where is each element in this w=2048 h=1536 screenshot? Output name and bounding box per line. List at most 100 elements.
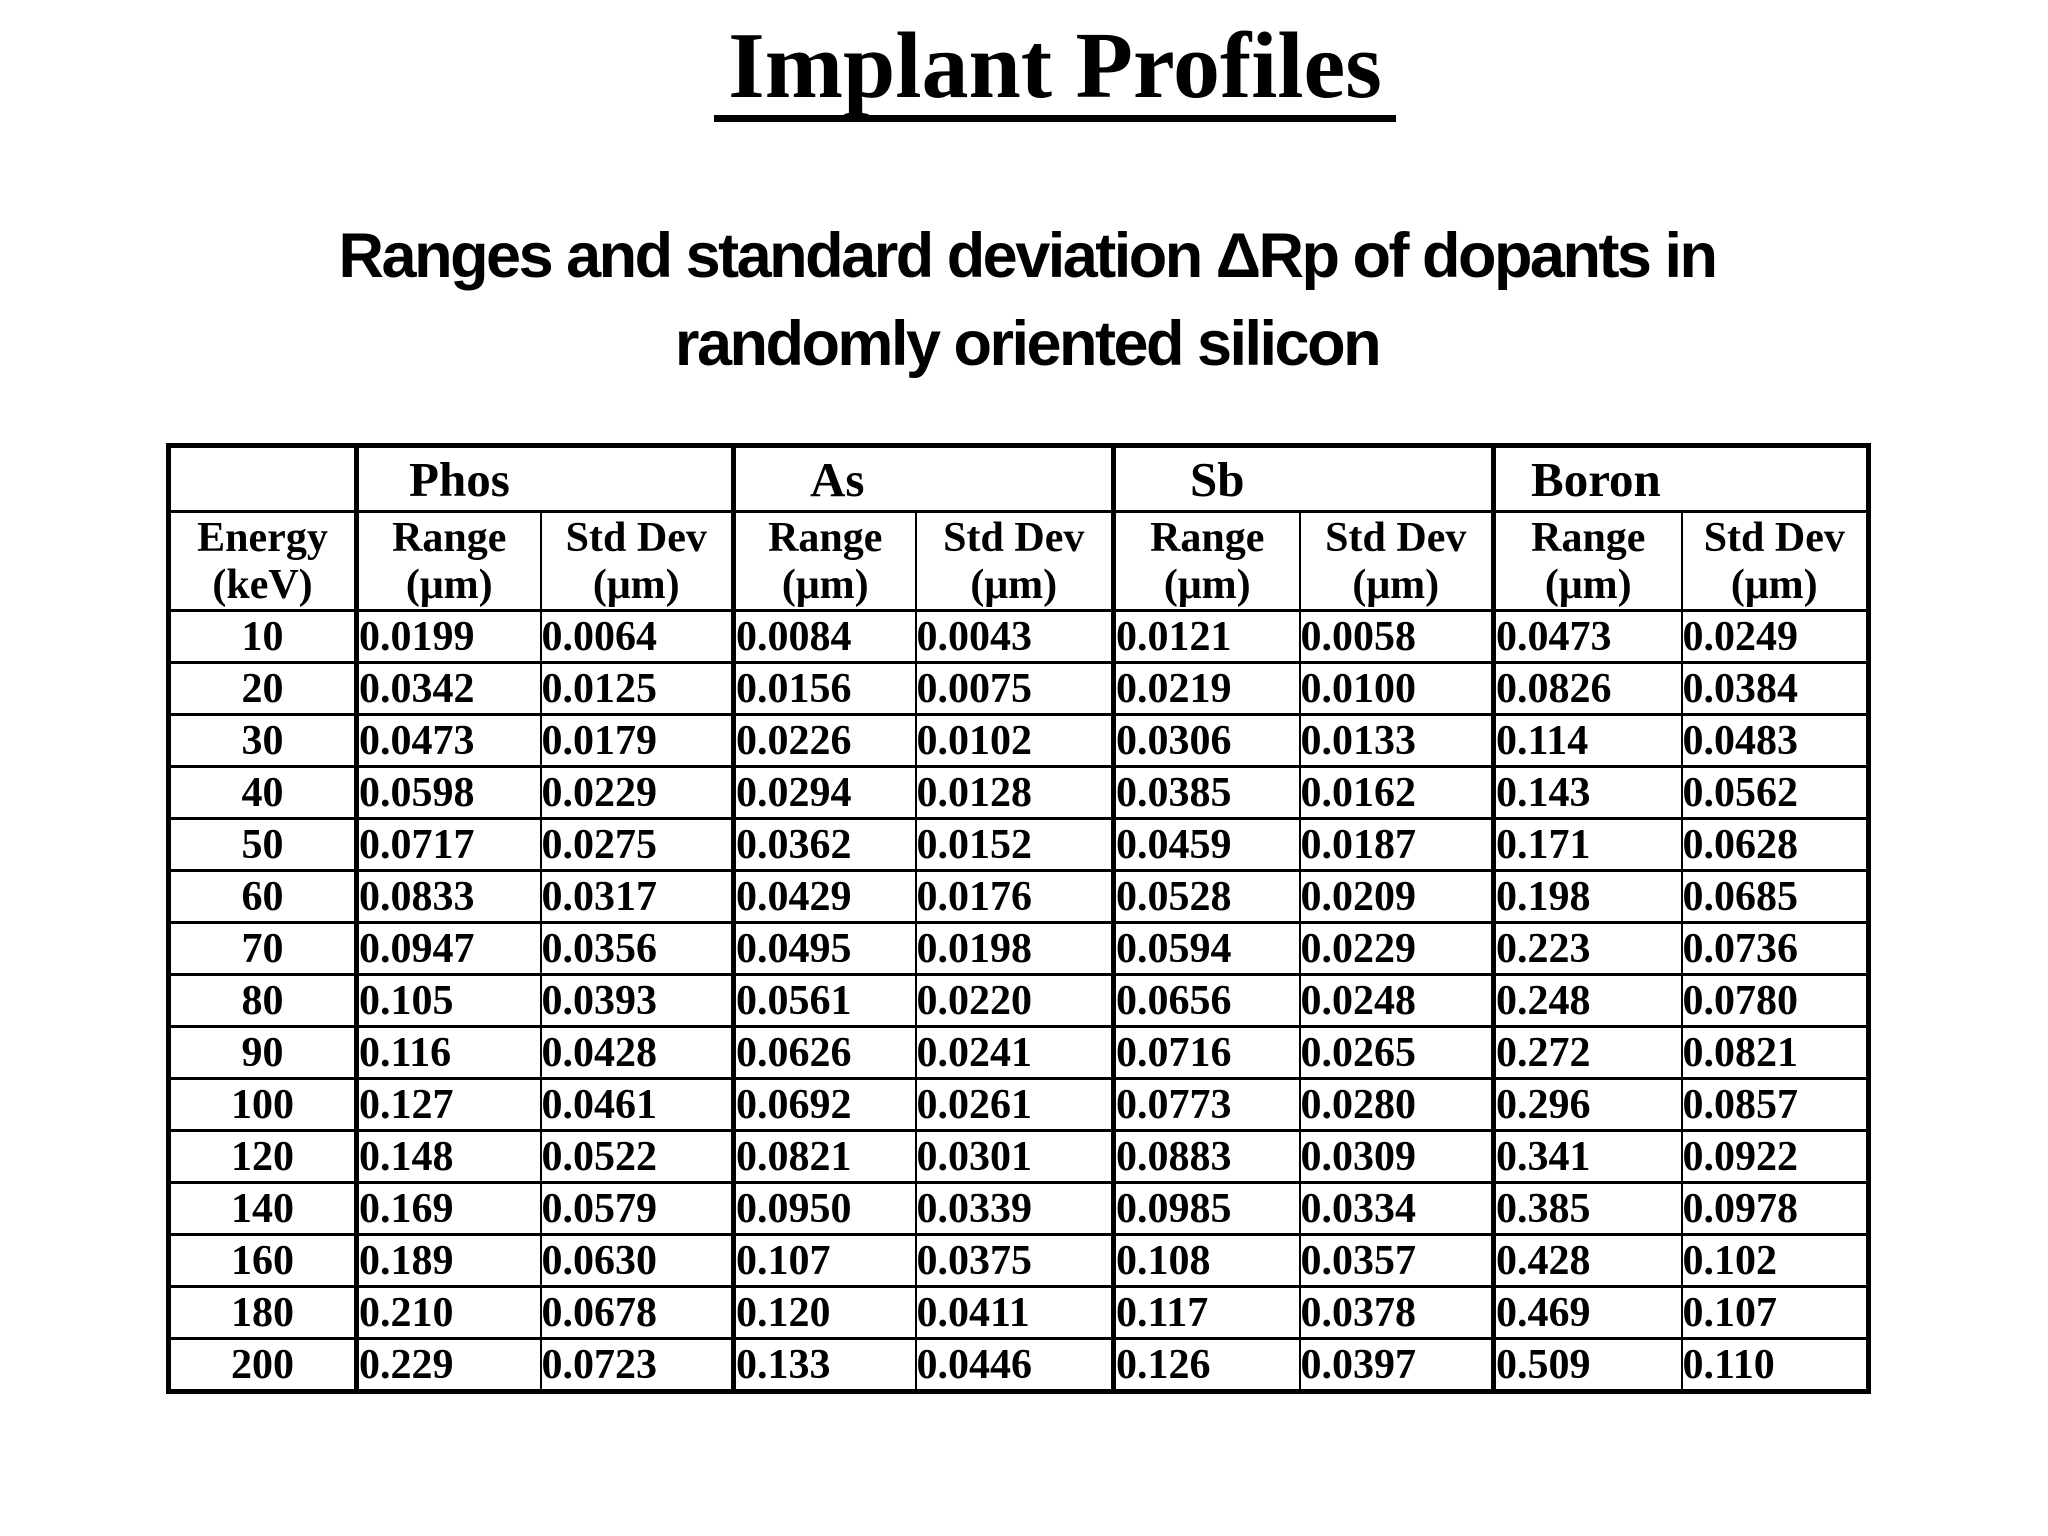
value-cell: 0.0229 <box>1298 921 1497 976</box>
value-cell: 0.0773 <box>1112 1077 1301 1132</box>
value-cell: 0.0429 <box>732 869 917 924</box>
value-cell: 0.0562 <box>1680 765 1870 820</box>
value-cell: 0.0821 <box>1680 1025 1870 1080</box>
value-cell: 0.0342 <box>355 661 542 716</box>
value-cell: 0.0473 <box>355 713 542 768</box>
column-header-sb-std: Std Dev (μm) <box>1298 510 1497 612</box>
value-cell: 0.0459 <box>1112 817 1301 872</box>
value-cell: 0.0226 <box>732 713 917 768</box>
value-cell: 0.198 <box>1492 869 1683 924</box>
energy-cell: 90 <box>167 1025 359 1080</box>
value-cell: 0.0043 <box>914 609 1117 664</box>
group-label-boron: Boron <box>1531 451 1661 507</box>
value-cell: 0.296 <box>1492 1077 1683 1132</box>
value-cell: 0.248 <box>1492 973 1683 1028</box>
value-cell: 0.0736 <box>1680 921 1870 976</box>
energy-cell: 10 <box>167 609 359 664</box>
value-cell: 0.0248 <box>1298 973 1497 1028</box>
table-row: 30 0.0473 0.0179 0.0226 0.0102 0.0306 0.0133 0.… <box>167 713 1870 768</box>
subtitle-line-1: Ranges and standard deviation ΔRp of dop… <box>338 221 1718 291</box>
value-cell: 0.0176 <box>914 869 1117 924</box>
value-cell: 0.0265 <box>1298 1025 1497 1080</box>
value-cell: 0.0102 <box>914 713 1117 768</box>
value-cell: 0.0339 <box>914 1181 1117 1236</box>
value-cell: 0.210 <box>355 1285 542 1340</box>
value-cell: 0.0716 <box>1112 1025 1301 1080</box>
value-cell: 0.0922 <box>1680 1129 1870 1184</box>
value-cell: 0.102 <box>1680 1233 1870 1288</box>
value-cell: 0.189 <box>355 1233 542 1288</box>
value-cell: 0.0280 <box>1298 1077 1497 1132</box>
value-cell: 0.107 <box>732 1233 917 1288</box>
group-label-sb: Sb <box>1190 451 1245 507</box>
value-cell: 0.0133 <box>1298 713 1497 768</box>
subtitle-line-2: randomly oriented silicon <box>674 309 1382 379</box>
column-header-boron-std: Std Dev (μm) <box>1680 510 1870 612</box>
value-cell: 0.110 <box>1680 1337 1870 1393</box>
value-cell: 0.223 <box>1492 921 1683 976</box>
value-cell: 0.0723 <box>539 1337 737 1393</box>
value-cell: 0.0594 <box>1112 921 1301 976</box>
value-cell: 0.0241 <box>914 1025 1117 1080</box>
energy-cell: 180 <box>167 1285 359 1340</box>
value-cell: 0.0883 <box>1112 1129 1301 1184</box>
value-cell: 0.509 <box>1492 1337 1683 1393</box>
value-cell: 0.272 <box>1492 1025 1683 1080</box>
value-cell: 0.114 <box>1492 713 1683 768</box>
page-title: Implant Profiles <box>62 12 2048 122</box>
column-header-boron-range: Range (μm) <box>1492 510 1683 612</box>
value-cell: 0.0294 <box>732 765 917 820</box>
value-cell: 0.0833 <box>355 869 542 924</box>
value-cell: 0.0692 <box>732 1077 917 1132</box>
table-row: 90 0.116 0.0428 0.0626 0.0241 0.0716 0.0265 0.2… <box>167 1025 1870 1080</box>
value-cell: 0.0128 <box>914 765 1117 820</box>
value-cell: 0.0317 <box>539 869 737 924</box>
energy-cell: 20 <box>167 661 359 716</box>
energy-cell: 80 <box>167 973 359 1028</box>
value-cell: 0.148 <box>355 1129 542 1184</box>
value-cell: 0.0075 <box>914 661 1117 716</box>
table-row: 140 0.169 0.0579 0.0950 0.0339 0.0985 0.0334 0.… <box>167 1181 1870 1236</box>
value-cell: 0.143 <box>1492 765 1683 820</box>
value-cell: 0.0220 <box>914 973 1117 1028</box>
value-cell: 0.0198 <box>914 921 1117 976</box>
value-cell: 0.0384 <box>1680 661 1870 716</box>
value-cell: 0.0628 <box>1680 817 1870 872</box>
value-cell: 0.0678 <box>539 1285 737 1340</box>
group-header-as: As <box>732 444 1117 513</box>
table-row: 160 0.189 0.0630 0.107 0.0375 0.108 0.0357 0.42… <box>167 1233 1870 1288</box>
value-cell: 0.0978 <box>1680 1181 1870 1236</box>
column-header-phos-std: Std Dev (μm) <box>539 510 737 612</box>
value-cell: 0.0121 <box>1112 609 1301 664</box>
value-cell: 0.0950 <box>732 1181 917 1236</box>
value-cell: 0.0100 <box>1298 661 1497 716</box>
value-cell: 0.0528 <box>1112 869 1301 924</box>
value-cell: 0.385 <box>1492 1181 1683 1236</box>
value-cell: 0.0826 <box>1492 661 1683 716</box>
value-cell: 0.0857 <box>1680 1077 1870 1132</box>
value-cell: 0.0579 <box>539 1181 737 1236</box>
value-cell: 0.428 <box>1492 1233 1683 1288</box>
value-cell: 0.229 <box>355 1337 542 1393</box>
group-label-as: As <box>810 451 865 507</box>
value-cell: 0.133 <box>732 1337 917 1393</box>
value-cell: 0.0630 <box>539 1233 737 1288</box>
table-row: 80 0.105 0.0393 0.0561 0.0220 0.0656 0.0248 0.2… <box>167 973 1870 1028</box>
page-title-text: Implant Profiles <box>714 19 1396 122</box>
value-cell: 0.0084 <box>732 609 917 664</box>
value-cell: 0.0385 <box>1112 765 1301 820</box>
value-cell: 0.0362 <box>732 817 917 872</box>
energy-cell: 120 <box>167 1129 359 1184</box>
column-header-as-std: Std Dev (μm) <box>914 510 1117 612</box>
energy-cell: 40 <box>167 765 359 820</box>
value-cell: 0.0275 <box>539 817 737 872</box>
table-row: 180 0.210 0.0678 0.120 0.0411 0.117 0.0378 0.46… <box>167 1285 1870 1340</box>
value-cell: 0.0064 <box>539 609 737 664</box>
value-cell: 0.126 <box>1112 1337 1301 1393</box>
group-header-boron: Boron <box>1492 444 1870 513</box>
value-cell: 0.0393 <box>539 973 737 1028</box>
table-row: 50 0.0717 0.0275 0.0362 0.0152 0.0459 0.0187 0.… <box>167 817 1870 872</box>
value-cell: 0.0306 <box>1112 713 1301 768</box>
value-cell: 0.0356 <box>539 921 737 976</box>
